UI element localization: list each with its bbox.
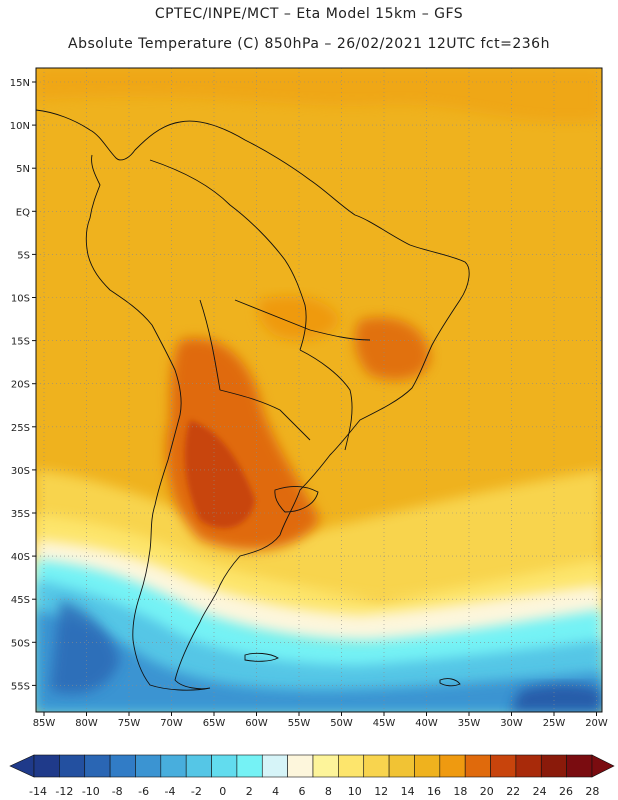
- colorbar-swatch: [464, 754, 491, 778]
- lon-label-25w: 25W: [543, 718, 566, 729]
- colorbar-label: -10: [82, 785, 100, 798]
- lon-label-75w: 75W: [118, 718, 141, 729]
- colorbar-label: 6: [299, 785, 306, 798]
- colorbar-swatch: [540, 754, 567, 778]
- colorbar-swatch: [185, 754, 212, 778]
- colorbar-label: -12: [55, 785, 73, 798]
- colorbar-label: 0: [219, 785, 226, 798]
- colorbar-swatch: [84, 754, 111, 778]
- lat-label-5s: 5S: [17, 250, 30, 261]
- lon-label-70w: 70W: [160, 718, 183, 729]
- colorbar-swatch: [160, 754, 187, 778]
- map-grid: [36, 68, 602, 712]
- colorbar-swatch: [515, 754, 542, 778]
- colorbar-label: 20: [480, 785, 494, 798]
- plot-frame: [35, 67, 603, 713]
- lon-label-45w: 45W: [373, 718, 396, 729]
- colorbar-swatch: [490, 754, 517, 778]
- colorbar-label: 14: [401, 785, 415, 798]
- colorbar-label: 22: [506, 785, 520, 798]
- lat-label-25s: 25S: [11, 423, 30, 434]
- colorbar-label: -6: [138, 785, 149, 798]
- colorbar: [9, 754, 615, 778]
- lon-label-30w: 30W: [500, 718, 523, 729]
- lat-label-10n: 10N: [10, 121, 30, 132]
- lon-label-60w: 60W: [245, 718, 268, 729]
- colorbar-swatch: [59, 754, 86, 778]
- colorbar-arrow-left: [9, 754, 35, 778]
- colorbar-label: 18: [453, 785, 467, 798]
- latitude-labels: 15N 10N 5N EQ 5S 10S 15S 20S 25S 30S 35S 40S 45S 50S 5…: [10, 78, 36, 692]
- colorbar-label: 10: [348, 785, 362, 798]
- colorbar-swatch: [261, 754, 288, 778]
- colorbar-label: 2: [246, 785, 253, 798]
- colorbar-swatch: [363, 754, 390, 778]
- lat-label-20s: 20S: [11, 380, 30, 391]
- lon-label-50w: 50W: [330, 718, 353, 729]
- lat-label-45s: 45S: [11, 595, 30, 606]
- colorbar-label: 24: [533, 785, 547, 798]
- colorbar-swatch: [33, 754, 60, 778]
- colorbar-label: 28: [585, 785, 599, 798]
- lat-label-35s: 35S: [11, 509, 30, 520]
- colorbar-swatch: [236, 754, 263, 778]
- colorbar-swatch: [287, 754, 314, 778]
- lat-label-eq: EQ: [16, 207, 30, 218]
- lat-label-5n: 5N: [16, 164, 30, 175]
- lat-label-15s: 15S: [11, 337, 30, 348]
- colorbar-label: -4: [165, 785, 176, 798]
- colorbar-swatch: [211, 754, 238, 778]
- colorbar-swatch: [135, 754, 162, 778]
- colorbar-label: -8: [112, 785, 123, 798]
- colorbar-label: -14: [29, 785, 47, 798]
- lat-label-15n: 15N: [10, 78, 30, 89]
- lat-label-40s: 40S: [11, 552, 30, 563]
- lat-label-30s: 30S: [11, 466, 30, 477]
- map-title-line2: Absolute Temperature (C) 850hPa – 26/02/…: [68, 36, 550, 52]
- colorbar-labels: -14 -12 -10 -8 -6 -4 -2 0 2 4 6 8 10 12 14 16 18 20 22 24 26…: [29, 785, 599, 798]
- lon-label-40w: 40W: [415, 718, 438, 729]
- colorbar-swatch: [566, 754, 593, 778]
- colorbar-label: 8: [325, 785, 332, 798]
- lat-label-55s: 55S: [11, 681, 30, 692]
- lat-label-10s: 10S: [11, 294, 30, 305]
- colorbar-swatch: [312, 754, 339, 778]
- colorbar-label: 16: [427, 785, 441, 798]
- lon-label-65w: 65W: [203, 718, 226, 729]
- colorbar-swatch: [338, 754, 365, 778]
- lon-label-80w: 80W: [75, 718, 98, 729]
- lat-label-50s: 50S: [11, 638, 30, 649]
- colorbar-swatch: [388, 754, 415, 778]
- colorbar-swatch: [414, 754, 441, 778]
- colorbar-label: -2: [191, 785, 202, 798]
- colorbar-label: 26: [559, 785, 573, 798]
- lon-label-85w: 85W: [33, 718, 56, 729]
- lon-label-35w: 35W: [458, 718, 481, 729]
- lon-label-20w: 20W: [585, 718, 608, 729]
- lon-label-55w: 55W: [288, 718, 311, 729]
- longitude-labels: 85W 80W 75W 70W 65W 60W 55W 50W 45W 40W 35W 30W 25W 2…: [33, 712, 608, 729]
- colorbar-arrow-right: [591, 754, 615, 778]
- map-title-line1: CPTEC/INPE/MCT – Eta Model 15km – GFS: [154, 6, 464, 22]
- colorbar-label: 4: [272, 785, 279, 798]
- colorbar-swatch: [439, 754, 466, 778]
- colorbar-label: 12: [374, 785, 388, 798]
- coastlines: [36, 109, 470, 691]
- temperature-field: [36, 68, 602, 712]
- colorbar-swatch: [109, 754, 136, 778]
